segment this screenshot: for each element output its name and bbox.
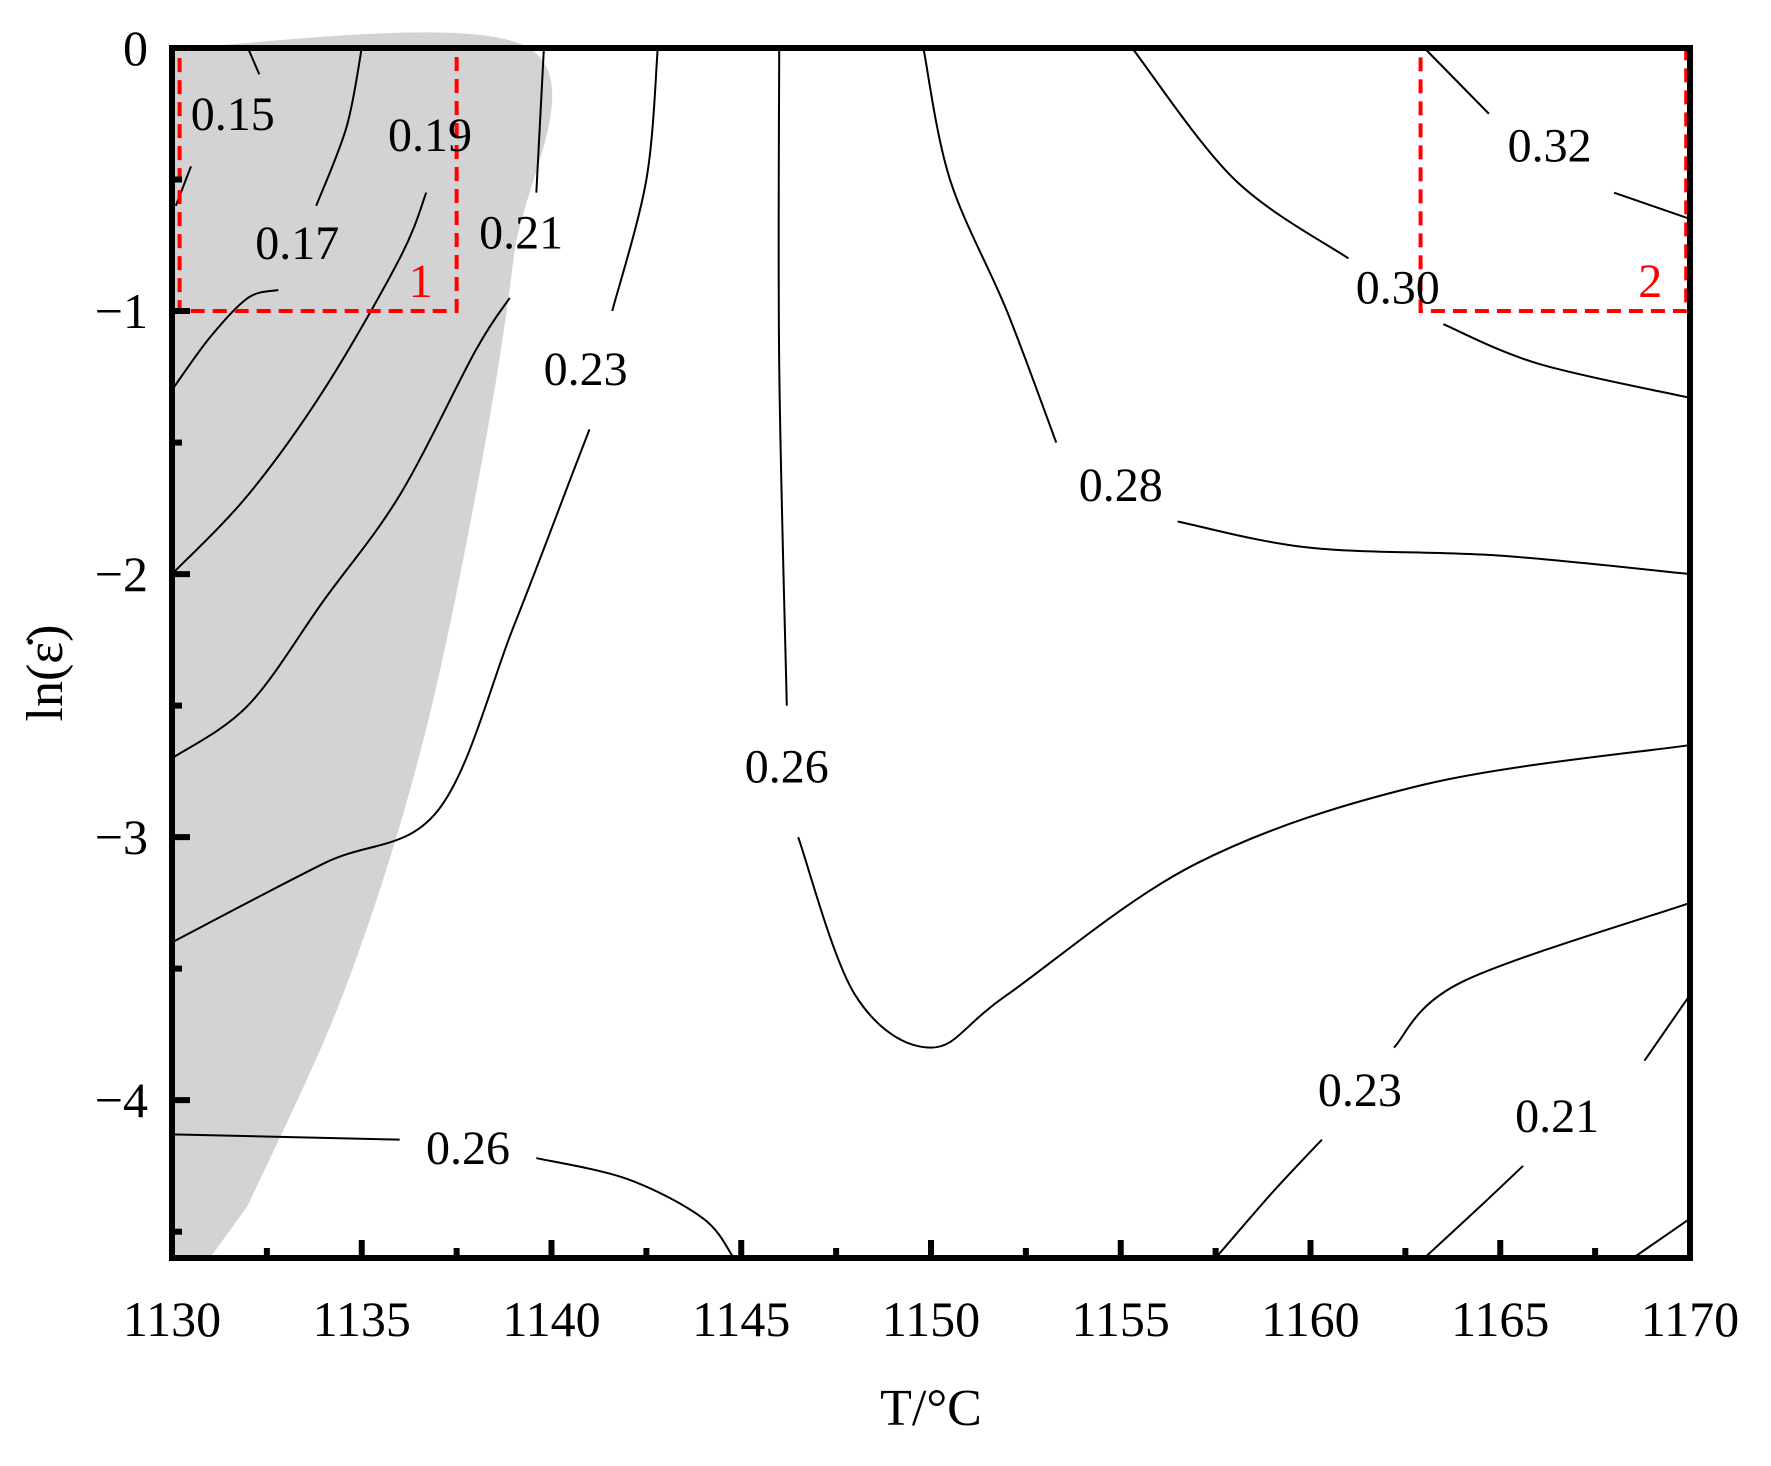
- x-tick-label-5: 1155: [1072, 1291, 1170, 1347]
- contour-label-0: 0.15: [191, 88, 275, 141]
- contour-label-4: 0.19: [388, 109, 472, 162]
- contour-line-16: [1423, 47, 1490, 115]
- contour-line-14: [1131, 47, 1350, 260]
- axis-ticks-layer: 1130 1135 1140 1145 1150 1155 1160 1165 1170 0 −1 −…: [95, 20, 1739, 1347]
- highlight-box-label-1: 1: [409, 255, 433, 308]
- x-tick-label-0: 1130: [123, 1291, 221, 1347]
- y-tick-label-2: −2: [95, 546, 148, 602]
- contour-label-10: 0.26: [745, 740, 829, 793]
- x-tick-label-2: 1140: [502, 1291, 600, 1347]
- contour-line-4: [171, 192, 428, 575]
- contour-label-18: 0.26: [426, 1122, 510, 1175]
- contour-line-22: [1423, 1165, 1524, 1259]
- contour-line-19: [536, 1157, 735, 1259]
- x-axis-title: T/°C: [880, 1380, 982, 1437]
- contour-line-12: [922, 47, 1058, 443]
- shaded-region: [172, 32, 553, 1259]
- contour-label-20: 0.23: [1318, 1064, 1402, 1117]
- contour-label-12: 0.28: [1079, 459, 1163, 512]
- shaded-region-layer: [172, 32, 553, 1259]
- contour-label-6: 0.21: [479, 206, 563, 259]
- contour-line-6: [171, 297, 511, 760]
- contour-line-23: [1643, 994, 1691, 1062]
- contour-line-10: [777, 47, 788, 706]
- x-tick-label-7: 1165: [1451, 1291, 1549, 1347]
- contour-lines-layer: [171, 47, 1691, 1259]
- contour-line-11: [797, 744, 1691, 1049]
- y-axis-title: ln(ε̇): [17, 625, 74, 722]
- contour-line-9: [611, 47, 659, 312]
- x-tick-label-1: 1135: [313, 1291, 411, 1347]
- contour-labels-layer: 0.150.170.190.210.230.260.280.300.320.26…: [191, 88, 1599, 1175]
- contour-line-2: [171, 289, 279, 391]
- contour-line-17: [1613, 191, 1691, 220]
- contour-label-16: 0.32: [1508, 120, 1592, 173]
- contour-line-1: [174, 166, 192, 207]
- contour-line-15: [1442, 323, 1691, 399]
- contour-line-8: [171, 429, 591, 944]
- x-tick-label-6: 1160: [1261, 1291, 1359, 1347]
- contour-label-14: 0.30: [1356, 262, 1440, 315]
- y-tick-label-4: −4: [95, 1072, 148, 1128]
- contour-line-3: [315, 47, 363, 207]
- contour-line-13: [1177, 520, 1691, 576]
- x-tick-label-8: 1170: [1641, 1291, 1739, 1347]
- y-tick-label-3: −3: [95, 809, 148, 865]
- contour-line-21: [1393, 901, 1691, 1049]
- contour-label-22: 0.21: [1515, 1090, 1599, 1143]
- contour-line-7: [535, 47, 545, 193]
- contour-line-24: [1632, 1217, 1691, 1259]
- y-tick-label-0: 0: [123, 20, 148, 76]
- contour-line-20: [1214, 1138, 1323, 1259]
- y-tick-label-1: −1: [95, 283, 148, 339]
- x-tick-label-3: 1145: [692, 1291, 790, 1347]
- contour-label-8: 0.23: [544, 343, 628, 396]
- x-tick-label-4: 1150: [882, 1291, 980, 1347]
- contour-line-18: [171, 1133, 400, 1141]
- highlight-box-label-2: 2: [1638, 255, 1662, 308]
- contour-label-2: 0.17: [255, 217, 339, 270]
